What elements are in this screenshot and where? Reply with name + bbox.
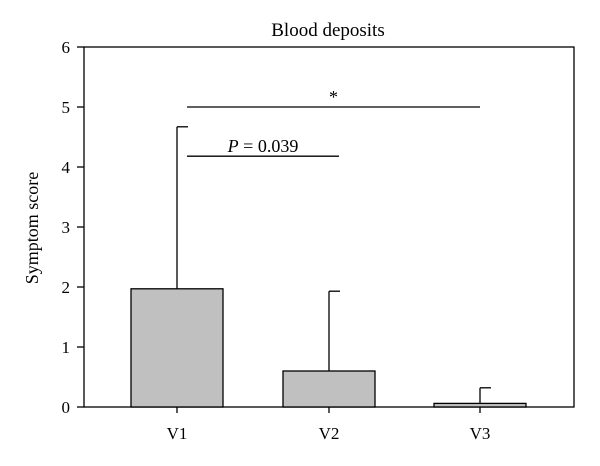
y-tick-label-1: 1 [62, 338, 71, 357]
chart-title: Blood deposits [271, 20, 384, 41]
y-tick-label-5: 5 [62, 98, 71, 117]
p-value: = 0.039 [239, 136, 299, 156]
x-tick-label-V2: V2 [319, 424, 340, 443]
bar-V3 [433, 402, 527, 408]
x-tick-label-V1: V1 [167, 424, 188, 443]
significance-label-p: P = 0.039 [227, 136, 299, 156]
bar-V1 [130, 288, 224, 408]
x-axis: V1 V2 V3 [167, 407, 491, 443]
p-italic: P [227, 136, 239, 156]
y-axis: 0 1 2 3 4 5 6 [62, 38, 84, 417]
x-tick-label-V3: V3 [470, 424, 491, 443]
bar-V2 [282, 370, 376, 408]
y-axis-label: Symptom score [22, 172, 42, 285]
y-tick-label-6: 6 [62, 38, 71, 57]
y-tick-label-4: 4 [62, 158, 71, 177]
error-bars-group [176, 126, 491, 404]
y-tick-label-0: 0 [62, 398, 71, 417]
y-tick-label-3: 3 [62, 218, 71, 237]
significance-label-star: * [329, 87, 338, 107]
y-tick-label-2: 2 [62, 278, 71, 297]
